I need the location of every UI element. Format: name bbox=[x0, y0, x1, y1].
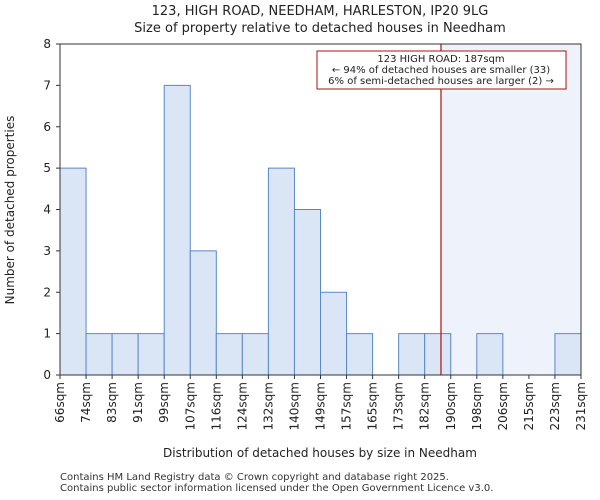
x-tick-label: 190sqm bbox=[444, 382, 458, 430]
bar-66sqm bbox=[59, 167, 87, 376]
bar-149sqm bbox=[320, 291, 348, 376]
bar-107sqm bbox=[189, 250, 217, 376]
footer-line1: Contains HM Land Registry data © Crown c… bbox=[60, 472, 449, 483]
x-tick-label: 173sqm bbox=[392, 382, 406, 430]
footer-line2: Contains public sector information licen… bbox=[60, 483, 494, 494]
y-tick-label: 8 bbox=[43, 37, 51, 51]
x-tick-label: 66sqm bbox=[53, 382, 67, 423]
bar-157sqm bbox=[346, 333, 374, 376]
x-tick-label: 165sqm bbox=[366, 382, 380, 430]
y-tick-label: 1 bbox=[43, 327, 51, 341]
bar-91sqm bbox=[137, 333, 165, 376]
annotation-box: 123 HIGH ROAD: 187sqm ← 94% of detached … bbox=[316, 50, 567, 90]
x-tick-label: 198sqm bbox=[470, 382, 484, 430]
x-tick-label: 140sqm bbox=[287, 382, 301, 430]
annotation-frame bbox=[316, 50, 567, 90]
x-tick-label: 215sqm bbox=[522, 382, 536, 430]
x-tick-label: 107sqm bbox=[183, 382, 197, 430]
bar-223sqm bbox=[554, 333, 582, 376]
y-tick-label: 3 bbox=[43, 244, 51, 258]
x-tick-label: 99sqm bbox=[157, 382, 171, 423]
bar-83sqm bbox=[111, 333, 139, 376]
chart-title-line2: Size of property relative to detached ho… bbox=[134, 21, 506, 36]
x-tick-label: 231sqm bbox=[574, 382, 588, 430]
x-tick-label: 182sqm bbox=[418, 382, 432, 430]
x-tick-label: 74sqm bbox=[79, 382, 93, 423]
bar-124sqm bbox=[241, 333, 269, 376]
annotation-line1: 123 HIGH ROAD: 187sqm bbox=[377, 54, 504, 65]
bar-116sqm bbox=[215, 333, 243, 376]
x-tick-label: 124sqm bbox=[235, 382, 249, 430]
x-tick-label: 206sqm bbox=[496, 382, 510, 430]
x-tick-label: 149sqm bbox=[314, 382, 328, 430]
bar-173sqm bbox=[398, 333, 426, 376]
x-tick-label: 132sqm bbox=[261, 382, 275, 430]
bar-132sqm bbox=[267, 167, 295, 376]
y-tick-label: 2 bbox=[43, 285, 51, 299]
y-axis-label: Number of detached properties bbox=[3, 116, 17, 305]
bar-74sqm bbox=[85, 333, 113, 376]
x-tick-label: 116sqm bbox=[209, 382, 223, 430]
highlight-region bbox=[440, 44, 581, 375]
annotation-line3: 6% of semi-detached houses are larger (2… bbox=[328, 76, 554, 87]
x-tick-label: 223sqm bbox=[548, 382, 562, 430]
y-tick-label: 6 bbox=[43, 120, 51, 134]
y-tick-label: 7 bbox=[43, 78, 51, 92]
x-axis-label: Distribution of detached houses by size … bbox=[163, 446, 477, 460]
x-tick-label: 157sqm bbox=[340, 382, 354, 430]
chart-title-line1: 123, HIGH ROAD, NEEDHAM, HARLESTON, IP20… bbox=[152, 4, 489, 19]
x-tick-label: 91sqm bbox=[131, 382, 145, 423]
bar-182sqm bbox=[424, 333, 452, 376]
bar-140sqm bbox=[293, 209, 322, 376]
x-tick-label: 83sqm bbox=[105, 382, 119, 423]
bar-99sqm bbox=[163, 84, 191, 376]
y-tick-label: 5 bbox=[43, 161, 51, 175]
bar-198sqm bbox=[476, 333, 504, 376]
y-tick-label: 0 bbox=[43, 368, 51, 382]
annotation-line2: ← 94% of detached houses are smaller (33… bbox=[332, 65, 550, 76]
y-tick-label: 4 bbox=[43, 203, 51, 217]
